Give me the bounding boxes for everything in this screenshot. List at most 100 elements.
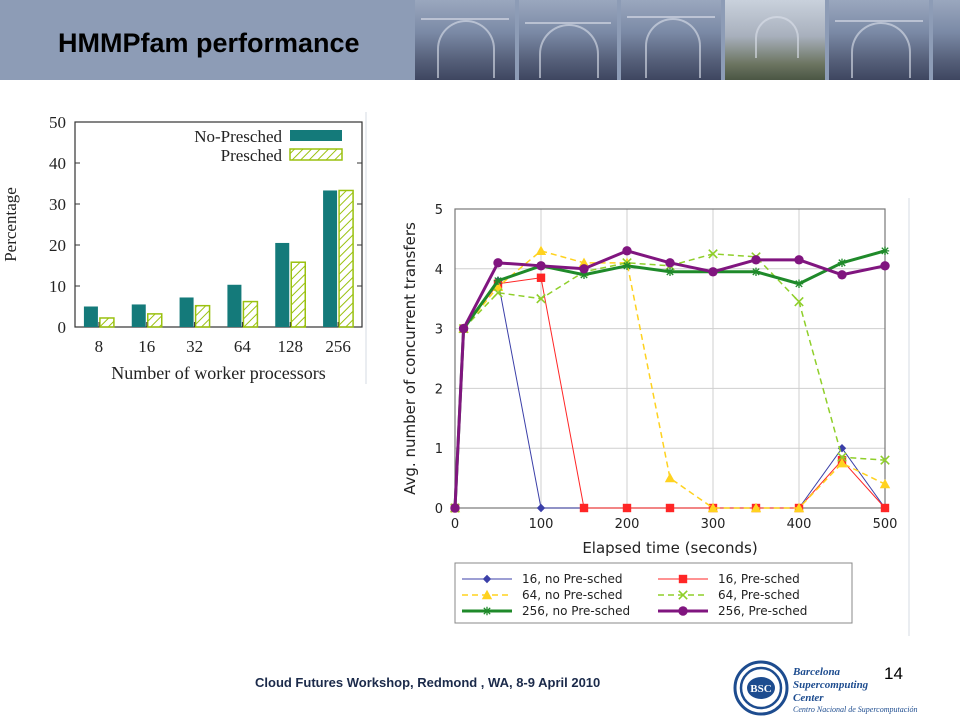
bar-chart-y-tick-label: 20 <box>49 236 66 255</box>
series-point <box>622 246 632 256</box>
bar-chart-x-tick-label: 64 <box>234 337 252 356</box>
bar-chart-y-tick-label: 40 <box>49 154 66 173</box>
logo-line-2: Supercomputing <box>793 679 869 691</box>
line-chart-x-tick-label: 200 <box>615 517 640 532</box>
series-point <box>880 246 890 256</box>
header-photo <box>725 0 825 80</box>
header-photo <box>621 0 721 80</box>
series-point <box>536 261 546 271</box>
line-chart-legend-marker <box>481 589 493 600</box>
series-point <box>880 503 890 513</box>
line-chart-legend-box <box>454 562 853 624</box>
series-point <box>492 281 504 291</box>
logo-line-1: Barcelona <box>792 666 841 678</box>
logo-core <box>747 677 775 699</box>
line-chart-x-tick-label: 100 <box>529 517 554 532</box>
series-line <box>453 249 886 509</box>
logo-line-3: Center <box>793 692 824 704</box>
series-line <box>454 250 886 509</box>
series-point <box>493 258 503 268</box>
series-point <box>751 255 761 265</box>
series-point <box>579 503 589 513</box>
logo-acronym: BSC <box>750 683 771 695</box>
bar-chart-y-tick-label: 0 <box>58 318 67 337</box>
bar-chart-frame <box>74 121 363 328</box>
bar-no-presched <box>275 242 290 327</box>
series-point <box>536 503 546 513</box>
bar-chart-x-tick-label: 8 <box>95 337 104 356</box>
series-point <box>665 258 675 268</box>
series-point <box>450 503 460 513</box>
logo-line-4: Centro Nacional de Supercomputación <box>793 705 918 714</box>
series-point <box>665 503 675 513</box>
line-chart-legend-label: 16, Pre-sched <box>718 572 800 586</box>
series-point <box>880 455 890 465</box>
line-chart-legend-marker <box>678 606 688 616</box>
bsc-logo: BSC Barcelona Supercomputing Center Cent… <box>733 660 918 716</box>
bar-no-presched <box>323 190 338 327</box>
header-photo <box>415 0 515 80</box>
series-point <box>458 323 469 334</box>
series-point <box>579 264 589 274</box>
bar-presched <box>99 317 115 328</box>
series-point <box>836 457 848 468</box>
footer-text: Cloud Futures Workshop, Redmond , WA, 8-… <box>255 675 601 690</box>
bar-no-presched <box>131 304 146 327</box>
bar-chart-y-tick-label: 30 <box>49 195 66 214</box>
line-chart-legend-label: 64, Pre-sched <box>718 588 800 602</box>
bar-chart-legend-swatch <box>290 130 342 141</box>
bar-presched <box>194 304 211 328</box>
line-chart-x-label: Elapsed time (seconds) <box>582 539 757 557</box>
series-point <box>794 296 804 307</box>
line-chart-legend-label: 64, no Pre-sched <box>522 588 623 602</box>
bar-no-presched <box>83 306 98 327</box>
line-chart-legend-marker <box>678 574 688 584</box>
bar-chart-legend-label: No-Presched <box>194 127 282 146</box>
line-chart-y-tick-label: 4 <box>435 263 443 278</box>
bar-chart-x-tick-label: 256 <box>325 337 351 356</box>
header-photo <box>519 0 617 80</box>
line-chart-legend-label: 256, Pre-sched <box>718 604 807 618</box>
series-point <box>708 249 718 259</box>
series-point <box>750 502 762 513</box>
line-chart-y-tick-label: 3 <box>435 323 443 338</box>
line-chart-x-tick-label: 500 <box>873 517 898 532</box>
series-point <box>879 478 891 489</box>
series-point <box>536 273 546 282</box>
header-photo <box>933 0 960 80</box>
series-point <box>708 267 718 277</box>
header-photo <box>829 0 929 80</box>
line-chart-y-tick-label: 5 <box>435 203 443 218</box>
series-point <box>665 267 675 276</box>
line-chart-y-label: Avg. number of concurrent transfers <box>401 222 419 495</box>
bar-chart-x-tick-label: 128 <box>278 337 304 356</box>
logo-ring <box>733 660 789 716</box>
series-point <box>794 255 804 265</box>
line-chart-x-tick-label: 0 <box>451 517 459 532</box>
bar-presched <box>147 313 163 328</box>
line-chart-legend-marker <box>482 574 492 584</box>
series-point <box>493 287 503 298</box>
series-point <box>622 503 632 513</box>
page-number: 14 <box>884 664 903 683</box>
series-point <box>664 472 676 483</box>
bar-no-presched <box>179 297 194 327</box>
series-point <box>579 270 589 279</box>
bar-presched <box>290 261 306 328</box>
series-point <box>837 258 847 268</box>
series-point <box>837 270 847 280</box>
line-chart: 0 1 2 3 4 5 0 100 200 300 400 500 Avg. number of c… <box>398 198 910 636</box>
series-point <box>794 279 804 288</box>
series-point <box>535 245 547 256</box>
series-point <box>578 257 590 268</box>
bar-chart-legend-swatch <box>289 148 343 161</box>
slide-title: HMMPfam performance <box>58 28 360 58</box>
logo-ring <box>739 666 783 710</box>
bar-chart-y-label: Percentage <box>1 187 20 262</box>
line-chart-x-tick-label: 400 <box>787 517 812 532</box>
line-chart-y-tick-label: 0 <box>435 502 443 517</box>
series-point <box>707 502 719 513</box>
bar-chart-y-tick-label: 50 <box>49 113 66 132</box>
series-point <box>622 261 632 271</box>
series-point <box>751 267 761 276</box>
